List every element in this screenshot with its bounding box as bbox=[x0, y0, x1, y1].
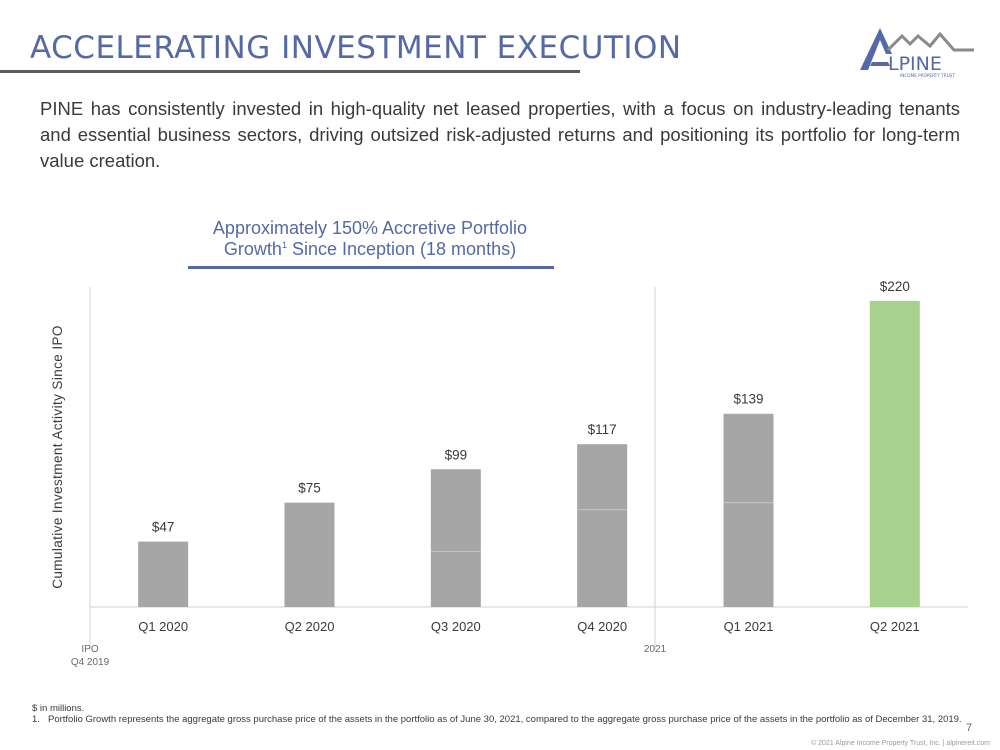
footnote-1: 1. Portfolio Growth represents the aggre… bbox=[32, 714, 962, 725]
intro-paragraph: PINE has consistently invested in high-q… bbox=[40, 98, 960, 171]
x-tick-label: Q3 2020 bbox=[431, 619, 481, 634]
x-tick-label: Q2 2021 bbox=[870, 619, 920, 634]
data-label: $220 bbox=[880, 279, 910, 294]
x-tick-label: Q2 2020 bbox=[285, 619, 335, 634]
y-axis-label: Cumulative Investment Activity Since IPO bbox=[50, 325, 65, 589]
page-title: ACCELERATING INVESTMENT EXECUTION bbox=[30, 30, 682, 66]
units-note: $ in millions. bbox=[32, 703, 85, 714]
logo-tagline: INCOME PROPERTY TRUST bbox=[900, 73, 955, 78]
chart-heading-line1: Approximately 150% Accretive Portfolio bbox=[212, 218, 528, 238]
bar-q1-2020 bbox=[138, 541, 189, 607]
x-tick-label: Q1 2021 bbox=[724, 619, 774, 634]
ipo-label: IPO bbox=[81, 644, 98, 655]
chart-heading-growth: Growth bbox=[223, 239, 282, 259]
title-underline bbox=[0, 70, 580, 73]
bar-q3-2020 bbox=[430, 469, 481, 607]
page-number: 7 bbox=[966, 722, 973, 734]
x-tick-label: Q4 2020 bbox=[577, 619, 627, 634]
chart-heading-line2: Growth1 Since Inception (18 months) bbox=[186, 239, 554, 260]
ipo-sublabel: Q4 2019 bbox=[71, 657, 110, 668]
footnotes: $ in millions. 1. Portfolio Growth repre… bbox=[32, 703, 962, 725]
bar-q2-2021 bbox=[869, 300, 920, 607]
data-label: $47 bbox=[152, 520, 175, 535]
bar-q4-2020 bbox=[577, 444, 628, 607]
data-label: $117 bbox=[588, 422, 617, 437]
chart-heading-underline bbox=[188, 266, 554, 269]
footnote-text: Portfolio Growth represents the aggregat… bbox=[48, 714, 962, 725]
x-tick-label: Q1 2020 bbox=[138, 619, 188, 634]
data-label: $75 bbox=[298, 481, 321, 496]
data-label: $139 bbox=[733, 392, 763, 407]
data-label: $99 bbox=[445, 447, 468, 462]
footnote-marker: 1 bbox=[281, 240, 287, 250]
copyright-notice: © 2021 Alpine Income Property Trust, Inc… bbox=[811, 740, 990, 747]
footnote-number: 1. bbox=[32, 714, 40, 725]
company-logo: LPINE INCOME PROPERTY TRUST bbox=[858, 24, 976, 80]
logo-wordmark: LPINE bbox=[888, 53, 942, 75]
chart-heading-rest: Since Inception (18 months) bbox=[286, 239, 517, 259]
year-divider-label: 2021 bbox=[644, 644, 667, 655]
chart-heading: Approximately 150% Accretive Portfolio G… bbox=[186, 218, 554, 260]
bar-q2-2020 bbox=[284, 502, 335, 607]
bar-q1-2021 bbox=[723, 413, 774, 607]
mountain-logo-icon: LPINE INCOME PROPERTY TRUST bbox=[860, 28, 974, 78]
